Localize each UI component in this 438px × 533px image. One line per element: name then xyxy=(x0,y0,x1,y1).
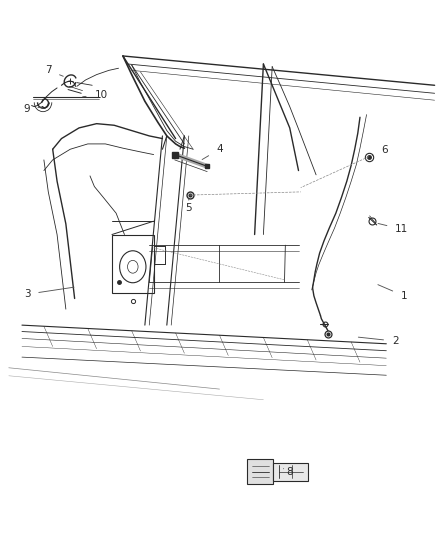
Text: 7: 7 xyxy=(45,66,63,76)
Bar xyxy=(112,235,153,293)
FancyBboxPatch shape xyxy=(273,463,307,481)
Text: 11: 11 xyxy=(377,223,407,234)
Text: 10: 10 xyxy=(82,90,107,100)
Text: 5: 5 xyxy=(185,199,192,213)
Text: 6: 6 xyxy=(371,146,387,156)
Text: 8: 8 xyxy=(283,467,293,477)
FancyBboxPatch shape xyxy=(247,459,272,484)
Text: 9: 9 xyxy=(23,104,41,114)
Text: 4: 4 xyxy=(201,144,223,159)
Text: 1: 1 xyxy=(377,285,406,301)
Text: 3: 3 xyxy=(24,287,74,299)
Text: 2: 2 xyxy=(357,336,398,346)
